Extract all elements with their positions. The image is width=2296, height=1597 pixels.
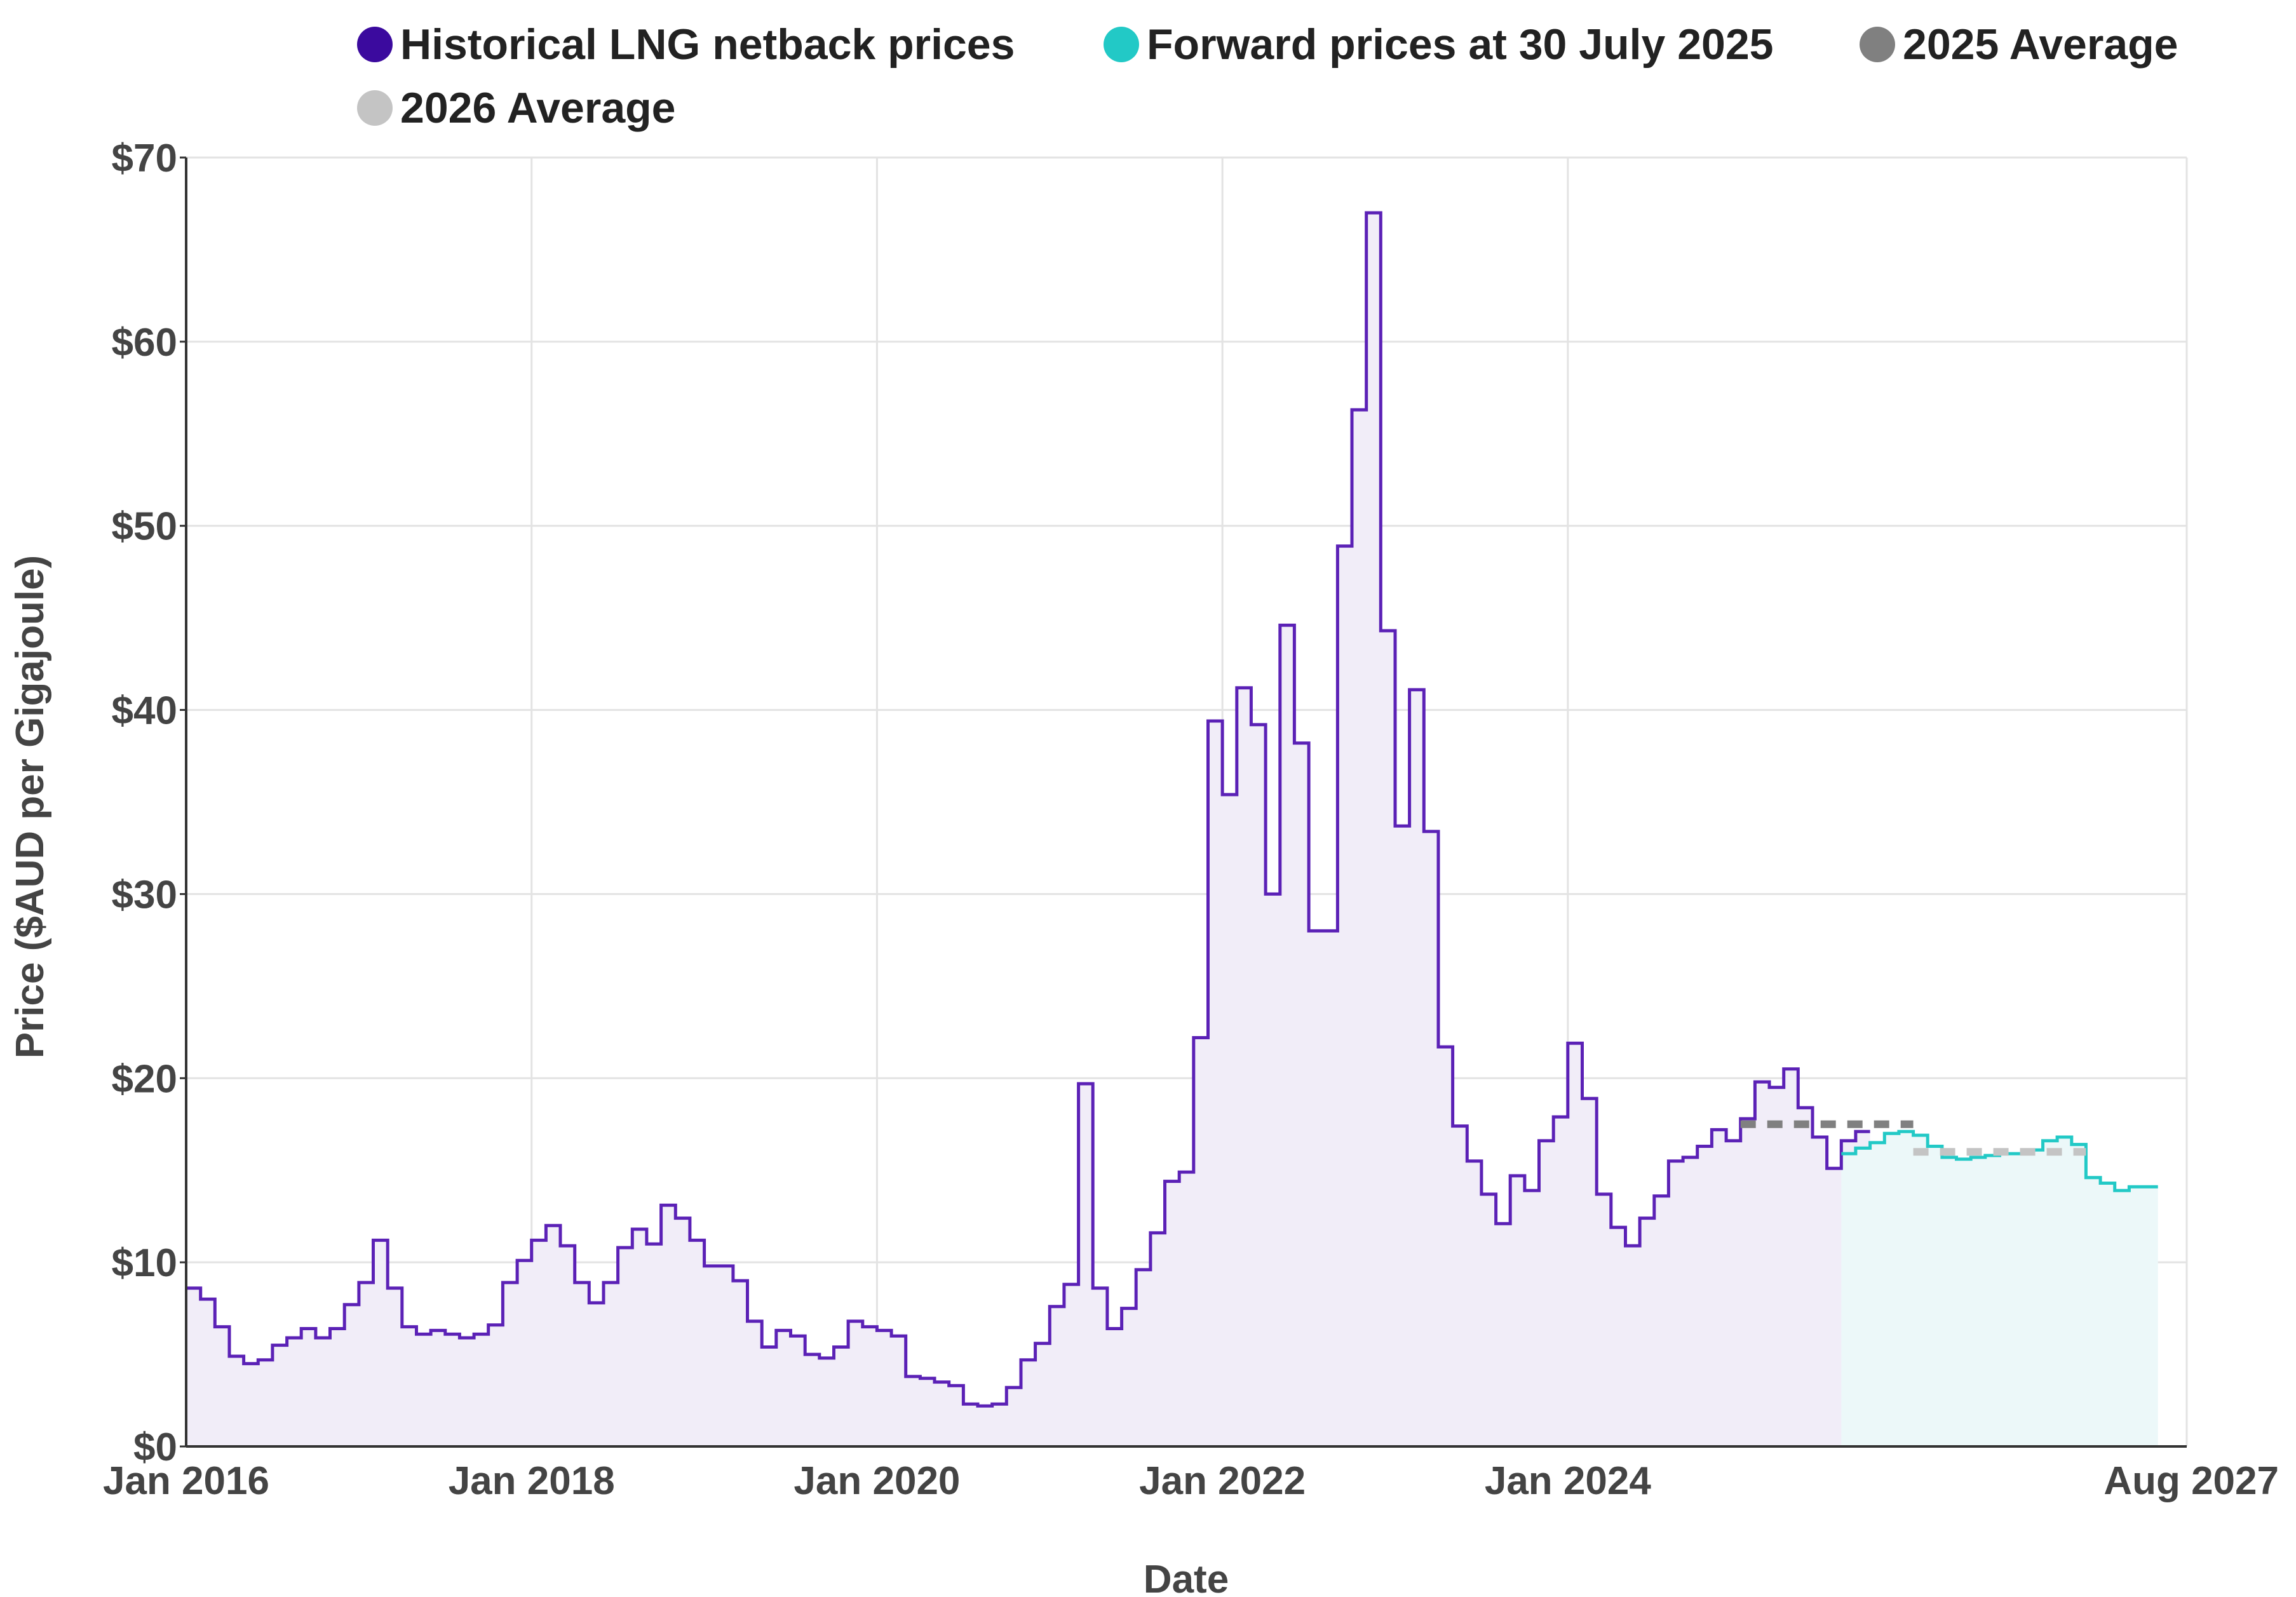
x-axis-title: Date [1144,1558,1229,1597]
legend-label-historical: Historical LNG netback prices [400,20,1015,69]
legend-item-avg2026[interactable]: 2026 Average [357,84,676,132]
legend-label-avg2025: 2025 Average [1903,20,2178,69]
forward-line [1841,1129,2158,1192]
area-fills [186,213,2158,1446]
series-lines [186,211,2158,1408]
legend-marker-forward [1104,27,1139,62]
historical-line [186,211,1870,1408]
y-tick-label-1: $10 [112,1241,177,1285]
y-tick-label-2: $20 [112,1057,177,1101]
y-tick-label-4: $40 [112,689,177,733]
y-axis-ticks: $0 $10 $20 $30 $40 $50 $60 $70 [112,137,186,1469]
x-tick-label-5: Aug 2027 [2104,1459,2279,1503]
y-tick-label-5: $50 [112,505,177,549]
x-tick-label-0: Jan 2016 [103,1459,269,1503]
forward-area [1841,1131,2158,1446]
legend-label-forward: Forward prices at 30 July 2025 [1147,20,1774,69]
y-tick-label-6: $60 [112,321,177,365]
legend: Historical LNG netback prices Forward pr… [357,20,2178,132]
legend-item-avg2025[interactable]: 2025 Average [1860,20,2178,69]
legend-marker-historical [357,27,393,62]
y-tick-label-0: $0 [133,1425,177,1469]
y-axis-title: Price ($AUD per Gigajoule) [8,555,52,1058]
x-tick-label-4: Jan 2024 [1485,1459,1652,1503]
legend-item-historical[interactable]: Historical LNG netback prices [357,20,1015,69]
legend-marker-avg2026 [357,90,393,126]
x-tick-label-3: Jan 2022 [1139,1459,1306,1503]
y-tick-label-3: $30 [112,873,177,917]
x-axis-ticks: Jan 2016 Jan 2018 Jan 2020 Jan 2022 Jan 2024… [103,1459,2279,1503]
legend-label-avg2026: 2026 Average [400,84,676,132]
y-tick-label-7: $70 [112,137,177,180]
legend-item-forward[interactable]: Forward prices at 30 July 2025 [1104,20,1774,69]
historical-area [186,213,1870,1446]
x-tick-label-2: Jan 2020 [793,1459,960,1503]
legend-marker-avg2025 [1860,27,1895,62]
x-tick-label-1: Jan 2018 [449,1459,615,1503]
axes [185,158,2187,1448]
